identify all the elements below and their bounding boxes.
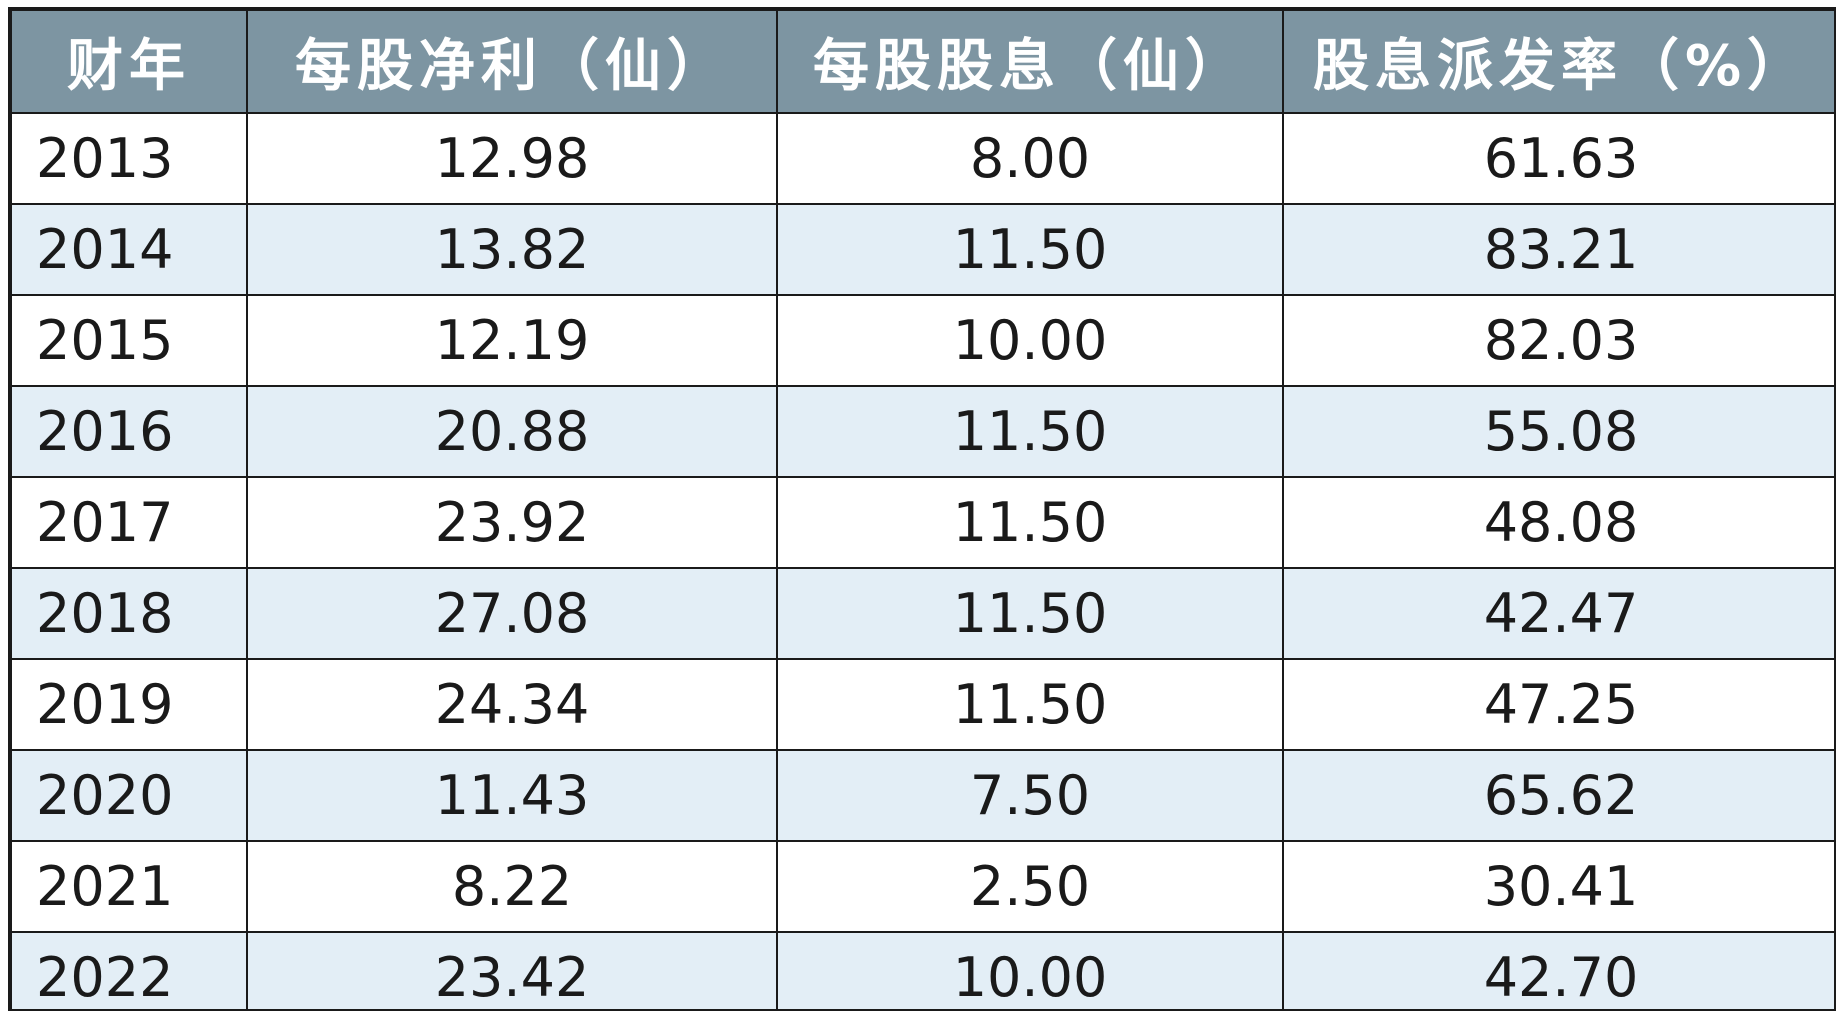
cell-payout-ratio: 55.08 bbox=[1282, 385, 1834, 478]
cell-eps: 27.08 bbox=[246, 567, 778, 660]
cell-payout-ratio: 82.03 bbox=[1282, 294, 1834, 387]
table-body: 2013 12.98 8.00 61.63 2014 13.82 11.50 83.21 201… bbox=[10, 112, 1834, 1009]
cell-dps: 11.50 bbox=[776, 658, 1284, 751]
cell-eps: 12.19 bbox=[246, 294, 778, 387]
cell-fiscal-year: 2020 bbox=[10, 749, 248, 842]
table-row: 2013 12.98 8.00 61.63 bbox=[10, 112, 1834, 205]
table-row: 2022 23.42 10.00 42.70 bbox=[10, 931, 1834, 1009]
cell-payout-ratio: 42.47 bbox=[1282, 567, 1834, 660]
header-dps: 每股股息（仙） bbox=[776, 9, 1284, 114]
cell-dps: 2.50 bbox=[776, 840, 1284, 933]
header-fiscal-year: 财年 bbox=[10, 9, 248, 114]
table-row: 2018 27.08 11.50 42.47 bbox=[10, 567, 1834, 660]
cell-dps: 11.50 bbox=[776, 385, 1284, 478]
table-row: 2016 20.88 11.50 55.08 bbox=[10, 385, 1834, 478]
cell-fiscal-year: 2017 bbox=[10, 476, 248, 569]
table-row: 2021 8.22 2.50 30.41 bbox=[10, 840, 1834, 933]
cell-dps: 11.50 bbox=[776, 203, 1284, 296]
cell-dps: 8.00 bbox=[776, 112, 1284, 205]
cell-fiscal-year: 2021 bbox=[10, 840, 248, 933]
cell-eps: 11.43 bbox=[246, 749, 778, 842]
cell-payout-ratio: 30.41 bbox=[1282, 840, 1834, 933]
cell-dps: 10.00 bbox=[776, 931, 1284, 1009]
cell-payout-ratio: 61.63 bbox=[1282, 112, 1834, 205]
cell-fiscal-year: 2014 bbox=[10, 203, 248, 296]
table-row: 2017 23.92 11.50 48.08 bbox=[10, 476, 1834, 569]
financial-table: 财年 每股净利（仙） 每股股息（仙） 股息派发率（%） 2013 12.98 8.0… bbox=[10, 9, 1834, 1009]
cell-payout-ratio: 42.70 bbox=[1282, 931, 1834, 1009]
cell-payout-ratio: 65.62 bbox=[1282, 749, 1834, 842]
cell-payout-ratio: 83.21 bbox=[1282, 203, 1834, 296]
cell-dps: 10.00 bbox=[776, 294, 1284, 387]
cell-fiscal-year: 2015 bbox=[10, 294, 248, 387]
cell-eps: 12.98 bbox=[246, 112, 778, 205]
header-row: 财年 每股净利（仙） 每股股息（仙） 股息派发率（%） bbox=[10, 9, 1834, 114]
cell-eps: 20.88 bbox=[246, 385, 778, 478]
cell-dps: 11.50 bbox=[776, 476, 1284, 569]
table-row: 2014 13.82 11.50 83.21 bbox=[10, 203, 1834, 296]
cell-dps: 11.50 bbox=[776, 567, 1284, 660]
header-eps: 每股净利（仙） bbox=[246, 9, 778, 114]
cell-fiscal-year: 2018 bbox=[10, 567, 248, 660]
cell-fiscal-year: 2019 bbox=[10, 658, 248, 751]
cell-eps: 8.22 bbox=[246, 840, 778, 933]
cell-eps: 23.92 bbox=[246, 476, 778, 569]
cell-payout-ratio: 48.08 bbox=[1282, 476, 1834, 569]
cell-fiscal-year: 2013 bbox=[10, 112, 248, 205]
cell-dps: 7.50 bbox=[776, 749, 1284, 842]
cell-payout-ratio: 47.25 bbox=[1282, 658, 1834, 751]
table-row: 2020 11.43 7.50 65.62 bbox=[10, 749, 1834, 842]
financial-table-container: 财年 每股净利（仙） 每股股息（仙） 股息派发率（%） 2013 12.98 8.0… bbox=[8, 7, 1836, 1011]
cell-fiscal-year: 2016 bbox=[10, 385, 248, 478]
cell-eps: 13.82 bbox=[246, 203, 778, 296]
header-payout-ratio: 股息派发率（%） bbox=[1282, 9, 1834, 114]
cell-eps: 23.42 bbox=[246, 931, 778, 1009]
cell-fiscal-year: 2022 bbox=[10, 931, 248, 1009]
cell-eps: 24.34 bbox=[246, 658, 778, 751]
table-row: 2015 12.19 10.00 82.03 bbox=[10, 294, 1834, 387]
table-row: 2019 24.34 11.50 47.25 bbox=[10, 658, 1834, 751]
